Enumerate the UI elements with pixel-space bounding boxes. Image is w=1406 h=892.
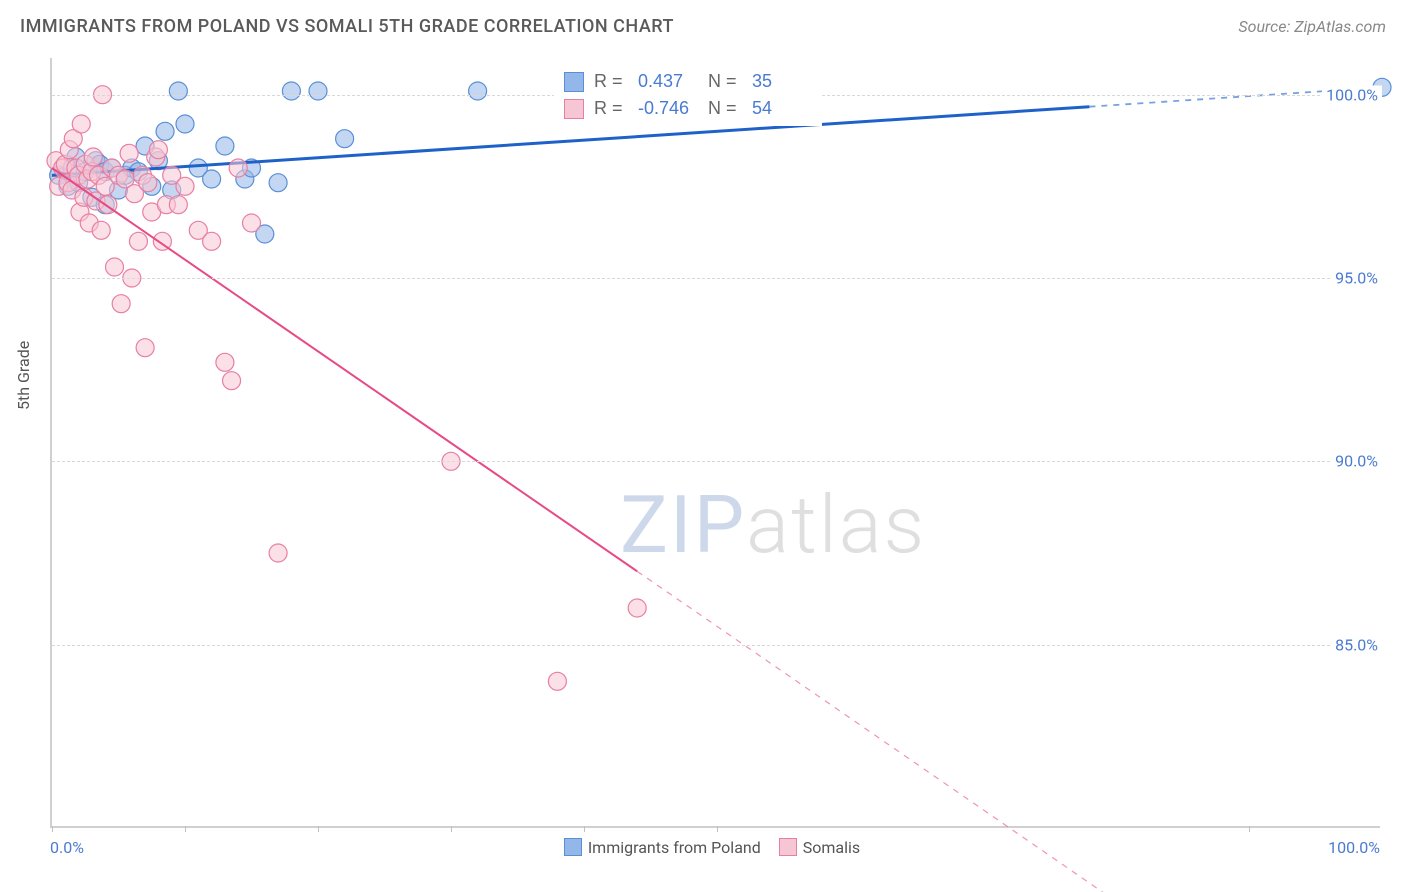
data-point xyxy=(203,232,221,250)
chart-title: IMMIGRANTS FROM POLAND VS SOMALI 5TH GRA… xyxy=(20,16,674,37)
y-axis-label: 5th Grade xyxy=(14,341,33,410)
y-tick-label: 85.0% xyxy=(1331,635,1382,654)
legend-r-value: -0.746 xyxy=(638,95,698,122)
data-point xyxy=(269,544,287,562)
legend-n-label: N = xyxy=(708,95,742,122)
y-tick-label: 90.0% xyxy=(1331,452,1382,471)
legend-swatch xyxy=(564,838,582,856)
x-tick-mark xyxy=(584,826,585,832)
x-tick-mark xyxy=(52,826,53,832)
gridline xyxy=(52,278,1380,279)
data-point xyxy=(129,232,147,250)
y-tick-label: 100.0% xyxy=(1322,85,1382,104)
legend-row: R = 0.437 N = 35 xyxy=(564,68,812,95)
legend-series-label: Somalis xyxy=(803,838,860,857)
data-point xyxy=(156,122,174,140)
legend-r-value: 0.437 xyxy=(638,68,698,95)
data-point xyxy=(269,174,287,192)
legend-swatch xyxy=(564,99,584,119)
chart-svg xyxy=(52,58,1380,826)
gridline xyxy=(52,645,1380,646)
data-point xyxy=(223,372,241,390)
y-tick-label: 95.0% xyxy=(1331,269,1382,288)
legend-n-label: N = xyxy=(708,68,742,95)
data-point xyxy=(469,82,487,100)
data-point xyxy=(72,115,90,133)
x-tick-mark xyxy=(185,826,186,832)
legend-r-label: R = xyxy=(594,68,628,95)
gridline xyxy=(52,461,1380,462)
data-point xyxy=(243,214,261,232)
series-legend: Immigrants from Poland Somalis xyxy=(0,838,1406,857)
legend-row: R = -0.746 N = 54 xyxy=(564,95,812,122)
data-point xyxy=(216,137,234,155)
legend-n-value: 35 xyxy=(752,68,812,95)
legend-series-label: Immigrants from Poland xyxy=(588,838,761,857)
legend-swatch xyxy=(564,72,584,92)
chart-plot-area: 85.0% 90.0% 95.0% 100.0% R = 0.437 N = 35 R = -0… xyxy=(50,58,1380,828)
legend-n-value: 54 xyxy=(752,95,812,122)
data-point xyxy=(229,159,247,177)
correlation-legend: R = 0.437 N = 35 R = -0.746 N = 54 xyxy=(554,64,822,126)
data-point xyxy=(84,148,102,166)
chart-header: IMMIGRANTS FROM POLAND VS SOMALI 5TH GRA… xyxy=(0,0,1406,48)
data-point xyxy=(169,82,187,100)
data-point xyxy=(139,174,157,192)
data-point xyxy=(336,130,354,148)
data-point xyxy=(282,82,300,100)
data-point xyxy=(136,339,154,357)
data-point xyxy=(176,115,194,133)
x-tick-mark xyxy=(318,826,319,832)
data-point xyxy=(216,353,234,371)
data-point xyxy=(169,196,187,214)
x-tick-mark xyxy=(1249,826,1250,832)
data-point xyxy=(176,177,194,195)
trend-line-solid xyxy=(52,168,637,571)
legend-r-label: R = xyxy=(594,95,628,122)
data-point xyxy=(106,258,124,276)
data-point xyxy=(203,170,221,188)
x-tick-mark xyxy=(717,826,718,832)
chart-source: Source: ZipAtlas.com xyxy=(1238,17,1386,36)
legend-swatch xyxy=(779,838,797,856)
data-point xyxy=(548,672,566,690)
data-point xyxy=(112,295,130,313)
data-point xyxy=(149,141,167,159)
x-tick-mark xyxy=(451,826,452,832)
data-point xyxy=(309,82,327,100)
data-point xyxy=(92,221,110,239)
data-point xyxy=(120,144,138,162)
data-point xyxy=(628,599,646,617)
